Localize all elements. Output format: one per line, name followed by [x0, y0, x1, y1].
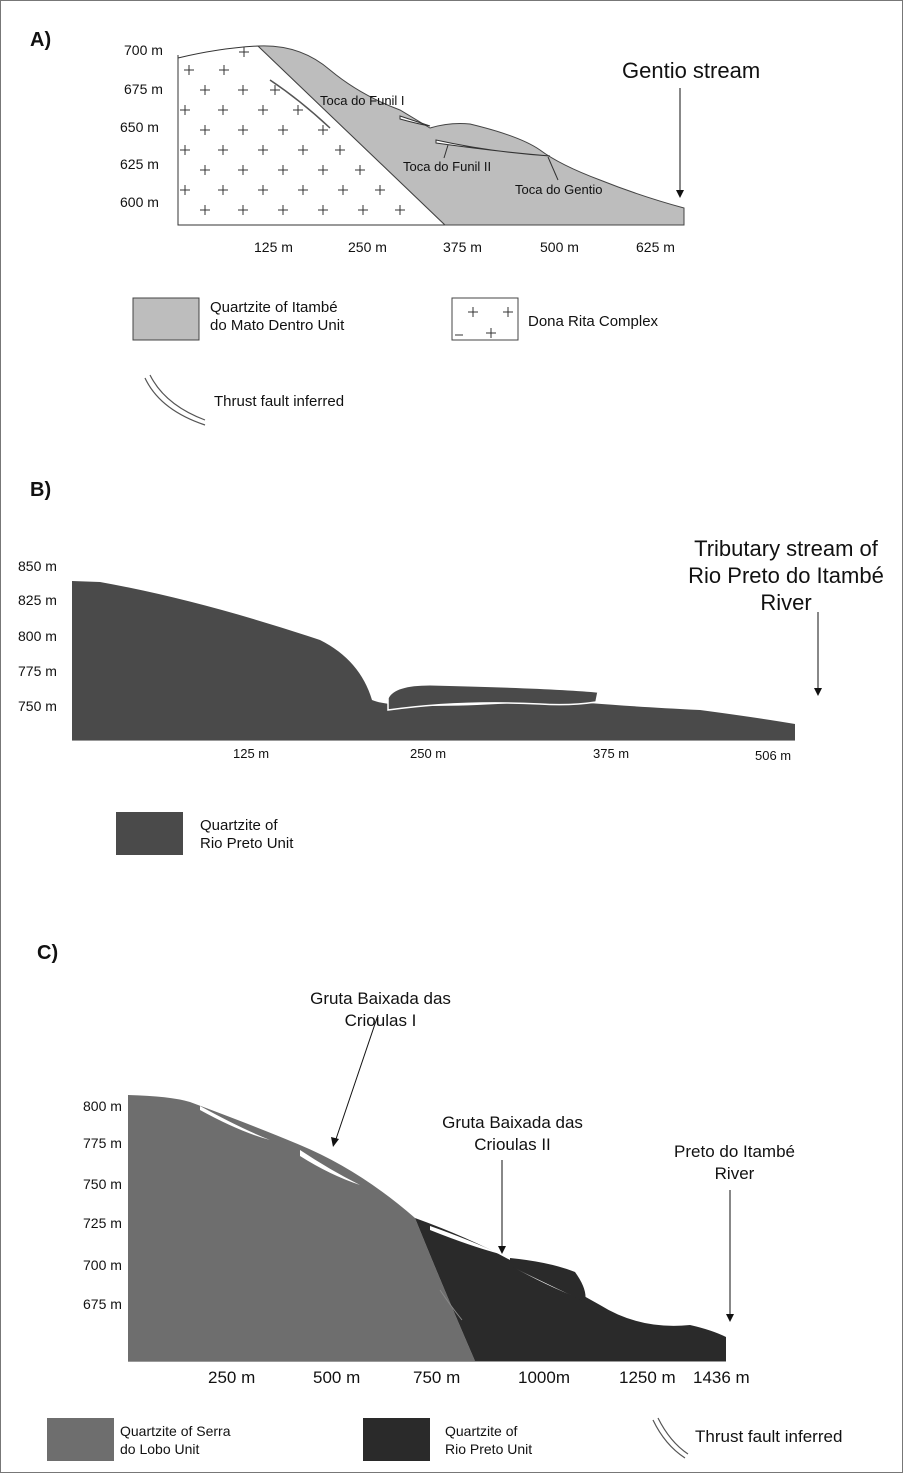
rio-preto-quartzite-body-b — [72, 581, 795, 740]
panel-b-letter: B) — [30, 479, 52, 501]
panel-a-y-tick: 625 m — [120, 156, 159, 172]
panel-a-x-tick: 625 m — [636, 239, 675, 255]
tributary-stream-label: Tributary stream of Rio Preto do Itambé … — [688, 536, 884, 615]
gentio-stream-label: Gentio stream — [622, 58, 761, 83]
panel-c-y-tick: 725 m — [83, 1215, 122, 1231]
panel-b-x-tick: 506 m — [755, 748, 792, 763]
legend-fault-label-a: Thrust fault inferred — [214, 393, 345, 410]
preto-river-label: Preto do Itambé River — [674, 1142, 795, 1183]
panel-c-x-tick: 1436 m — [693, 1368, 750, 1387]
legend-itambe-label: Quartzite of Itambé do Mato Dentro Unit — [210, 299, 345, 334]
panel-a-x-tick: 500 m — [540, 239, 579, 255]
toca-funil-2-label: Toca do Funil II — [403, 159, 492, 174]
legend-itambe-swatch — [132, 297, 200, 341]
legend-dona-rita-swatch — [451, 297, 519, 341]
itambe-quartzite-body — [256, 45, 685, 226]
thrust-fault-line-c — [439, 1289, 463, 1321]
detached-block-c — [510, 1258, 586, 1302]
leader-funil-2 — [443, 144, 449, 159]
serra-do-lobo-body — [128, 1095, 475, 1361]
panel-a-y-tick: 600 m — [120, 194, 159, 210]
panel-b-y-tick: 825 m — [18, 592, 57, 608]
panel-b-y-tick: 775 m — [18, 663, 57, 679]
toca-funil-1-label: Toca do Funil I — [320, 93, 405, 108]
legend-dona-rita-crosses — [455, 307, 513, 338]
panel-c-letter: C) — [37, 942, 59, 964]
toca-gentio-label: Toca do Gentio — [515, 182, 603, 197]
panel-b-x-tick: 125 m — [233, 746, 270, 761]
panel-c-y-tick: 675 m — [83, 1296, 122, 1312]
legend-serra-label: Quartzite of Serra do Lobo Unit — [120, 1423, 231, 1457]
cave-funil-1 — [399, 115, 431, 127]
panel-b-y-tick: 750 m — [18, 698, 57, 714]
panel-a-section — [132, 45, 685, 426]
panel-b-x-tick: 375 m — [593, 746, 630, 761]
panel-c-x-tick: 750 m — [413, 1368, 461, 1387]
tributary-arrow-head — [814, 688, 822, 696]
panel-a-y-tick: 650 m — [120, 119, 159, 135]
panel-a-y-tick: 700 m — [124, 42, 163, 58]
crioulas-2-label: Gruta Baixada das Crioulas II — [442, 1113, 583, 1154]
panel-c-y-tick: 750 m — [83, 1176, 122, 1192]
detached-block-b — [387, 684, 599, 711]
panel-c-x-tick: 250 m — [208, 1368, 256, 1387]
legend-fault-symbol-c — [652, 1419, 686, 1459]
dona-rita-crosses — [180, 47, 405, 215]
panel-a-x-tick: 375 m — [443, 239, 482, 255]
legend-fault-symbol-a — [144, 377, 206, 426]
legend-rio-preto-swatch-b — [116, 812, 183, 855]
legend-fault-label-c: Thrust fault inferred — [695, 1427, 843, 1446]
panel-b-section — [72, 581, 822, 855]
panel-a-x-tick: 125 m — [254, 239, 293, 255]
cave-funil-2 — [435, 139, 551, 157]
panel-a-x-tick: 250 m — [348, 239, 387, 255]
legend-dona-rita-label: Dona Rita Complex — [528, 313, 659, 330]
panel-a-y-tick: 675 m — [124, 81, 163, 97]
panel-b-y-tick: 850 m — [18, 558, 57, 574]
panel-c-x-tick: 500 m — [313, 1368, 361, 1387]
leader-gentio — [547, 156, 559, 181]
panel-a-letter: A) — [30, 29, 52, 51]
panel-c-y-tick: 700 m — [83, 1257, 122, 1273]
panel-c-y-tick: 775 m — [83, 1135, 122, 1151]
legend-rio-preto-label-b: Quartzite of Rio Preto Unit — [200, 817, 294, 852]
cave-crioulas-2-gap — [430, 1226, 500, 1254]
legend-rio-preto-swatch-c — [363, 1418, 430, 1461]
legend-rio-preto-label-c: Quartzite of Rio Preto Unit — [445, 1423, 533, 1457]
panel-c-y-tick: 800 m — [83, 1098, 122, 1114]
thrust-fault-line — [269, 79, 331, 129]
panel-c-section — [47, 1014, 734, 1461]
panel-c-x-tick: 1000m — [518, 1368, 570, 1387]
leader-crioulas-1 — [334, 1014, 379, 1143]
panel-c-x-tick: 1250 m — [619, 1368, 676, 1387]
crioulas-1-label: Gruta Baixada das Crioulas I — [310, 989, 451, 1030]
panel-b-y-tick: 800 m — [18, 628, 57, 644]
gentio-arrow-head — [676, 190, 684, 198]
panel-b-x-tick: 250 m — [410, 746, 447, 761]
legend-serra-swatch — [47, 1418, 114, 1461]
